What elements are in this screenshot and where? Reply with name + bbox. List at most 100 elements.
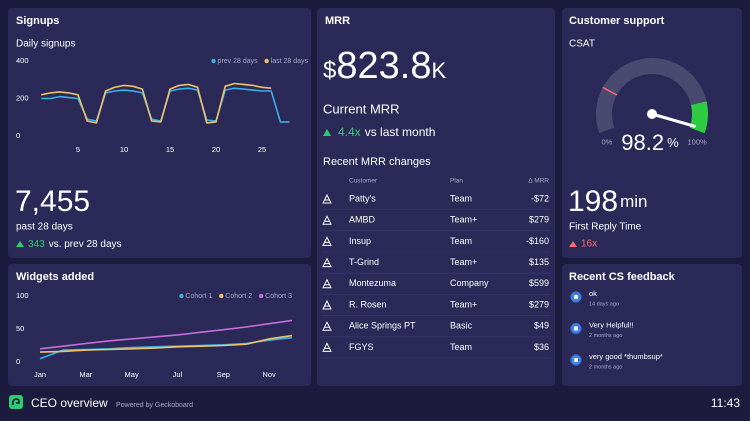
- up-arrow: [569, 241, 577, 247]
- plan: Team+: [450, 257, 477, 267]
- total-label: past 28 days: [16, 222, 73, 233]
- gauge-needle: [650, 112, 696, 128]
- panel-title: Recent CS feedback: [569, 271, 676, 283]
- signups-panel: [8, 8, 311, 258]
- customer: R. Rosen: [349, 299, 387, 309]
- row-icon: [322, 299, 332, 310]
- suffix: K: [431, 58, 446, 83]
- chart-title: CSAT: [569, 39, 595, 50]
- mrr-delta: $279: [529, 299, 549, 309]
- up-arrow: [323, 129, 331, 136]
- x-tick-label: 15: [166, 145, 174, 154]
- row-icon: [322, 278, 332, 289]
- plan: Basic: [450, 321, 473, 331]
- logo: [9, 395, 23, 409]
- x-tick-label: 10: [120, 145, 128, 154]
- change-value: 343: [28, 239, 45, 250]
- customer: Montezuma: [349, 278, 396, 288]
- mrr-change: 4.4x vs last month: [338, 125, 435, 139]
- plan: Team+: [450, 299, 477, 309]
- y-tick-label: 50: [16, 324, 24, 333]
- gauge-number: 98.2: [621, 130, 664, 155]
- row-icon: [322, 215, 332, 225]
- x-tick-label: 20: [212, 145, 220, 154]
- legend-swatch: [258, 293, 264, 299]
- support-panel: [562, 8, 742, 258]
- gauge-marker: [602, 86, 618, 96]
- thumb-icon: [574, 358, 578, 362]
- row-icon: [322, 257, 332, 268]
- feedback-time: 14 days ago: [589, 301, 619, 307]
- feedback-time: 2 months ago: [589, 333, 622, 339]
- table-header: Plan: [450, 178, 463, 185]
- row-icon: [322, 321, 332, 331]
- mrr-delta: $279: [529, 215, 549, 225]
- gauge-band: [689, 101, 708, 134]
- panel-title: MRR: [325, 15, 350, 27]
- mrr-panel: [317, 8, 555, 386]
- legend-label: last 28 days: [271, 58, 309, 65]
- clock: 11:43: [711, 396, 740, 410]
- table-title: Recent MRR changes: [323, 156, 431, 168]
- change-label: vs. prev 28 days: [49, 239, 122, 250]
- x-tick-label: Jul: [173, 370, 183, 379]
- mrr-value: $823.8K: [323, 45, 446, 87]
- legend-swatch: [179, 293, 184, 299]
- amount: 823.8: [336, 45, 431, 87]
- plan: Team+: [450, 215, 477, 225]
- legend-label: Cohort 2: [225, 293, 252, 300]
- thumb-icon: [574, 295, 578, 299]
- legend-swatch: [219, 293, 224, 299]
- row-icon: [322, 342, 332, 352]
- gauge-hub: [647, 109, 657, 119]
- currency: $: [323, 57, 336, 84]
- plan: Team: [450, 236, 472, 246]
- series-line: [39, 334, 293, 353]
- gauge: 0% 100% 98.2%: [596, 58, 708, 155]
- logo-mark: [12, 398, 21, 406]
- x-tick-label: 5: [76, 145, 80, 154]
- change: 343 vs. prev 28 days: [28, 239, 122, 250]
- feedback-text: very good *thumbsup*: [589, 352, 663, 361]
- powered-by: Powered by Geckoboard: [116, 402, 193, 409]
- gauge-unit: %: [667, 135, 679, 150]
- plan: Team: [450, 342, 472, 352]
- x-tick-label: Jan: [34, 370, 46, 379]
- mrr-label: Current MRR: [323, 101, 400, 116]
- widgets-panel: [8, 264, 311, 386]
- series-line: [39, 319, 293, 350]
- row-icon: [322, 193, 332, 204]
- mrr-delta: -$160: [526, 236, 549, 246]
- y-tick-label: 100: [16, 291, 29, 300]
- y-tick-label: 200: [16, 93, 29, 102]
- plan: Company: [450, 278, 489, 288]
- customer: AMBD: [349, 215, 376, 225]
- thumb-icon: [574, 326, 578, 331]
- plan: Team: [450, 193, 472, 203]
- x-tick-label: 25: [258, 145, 266, 154]
- mrr-delta: $36: [534, 342, 549, 352]
- legend-label: Cohort 1: [185, 293, 212, 300]
- y-tick-label: 0: [16, 131, 20, 140]
- customer: Alice Springs PT: [349, 321, 416, 331]
- panel-title: Widgets added: [16, 271, 94, 283]
- footer-title: CEO overview: [31, 396, 108, 410]
- legend-swatch: [211, 58, 216, 64]
- mrr-delta: $599: [529, 278, 549, 288]
- x-tick-label: Mar: [79, 370, 92, 379]
- legend-label: prev 28 days: [218, 58, 259, 65]
- reply-time: 198 min: [568, 185, 647, 218]
- reply-value: 198: [568, 185, 618, 218]
- table-header: Δ MRR: [528, 178, 549, 185]
- gauge-value: 98.2%: [621, 130, 679, 155]
- reply-label: First Reply Time: [569, 222, 642, 233]
- x-tick-label: Sep: [217, 370, 230, 379]
- feedback-panel: [562, 264, 742, 386]
- gauge-tick-label: 100%: [688, 137, 708, 146]
- customer: T-Grind: [349, 257, 379, 267]
- series-line: [41, 82, 272, 124]
- up-arrow: [16, 241, 24, 247]
- reply-change: 16x: [581, 239, 597, 250]
- y-tick-label: 0: [16, 357, 20, 366]
